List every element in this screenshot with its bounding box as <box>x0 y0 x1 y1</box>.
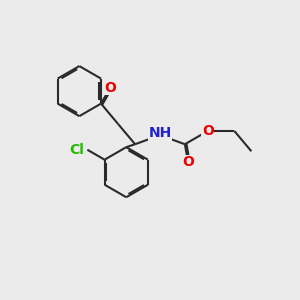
Text: Cl: Cl <box>70 143 84 157</box>
Text: NH: NH <box>148 126 172 140</box>
Text: O: O <box>182 155 194 170</box>
Text: O: O <box>202 124 214 138</box>
Text: O: O <box>104 81 116 94</box>
